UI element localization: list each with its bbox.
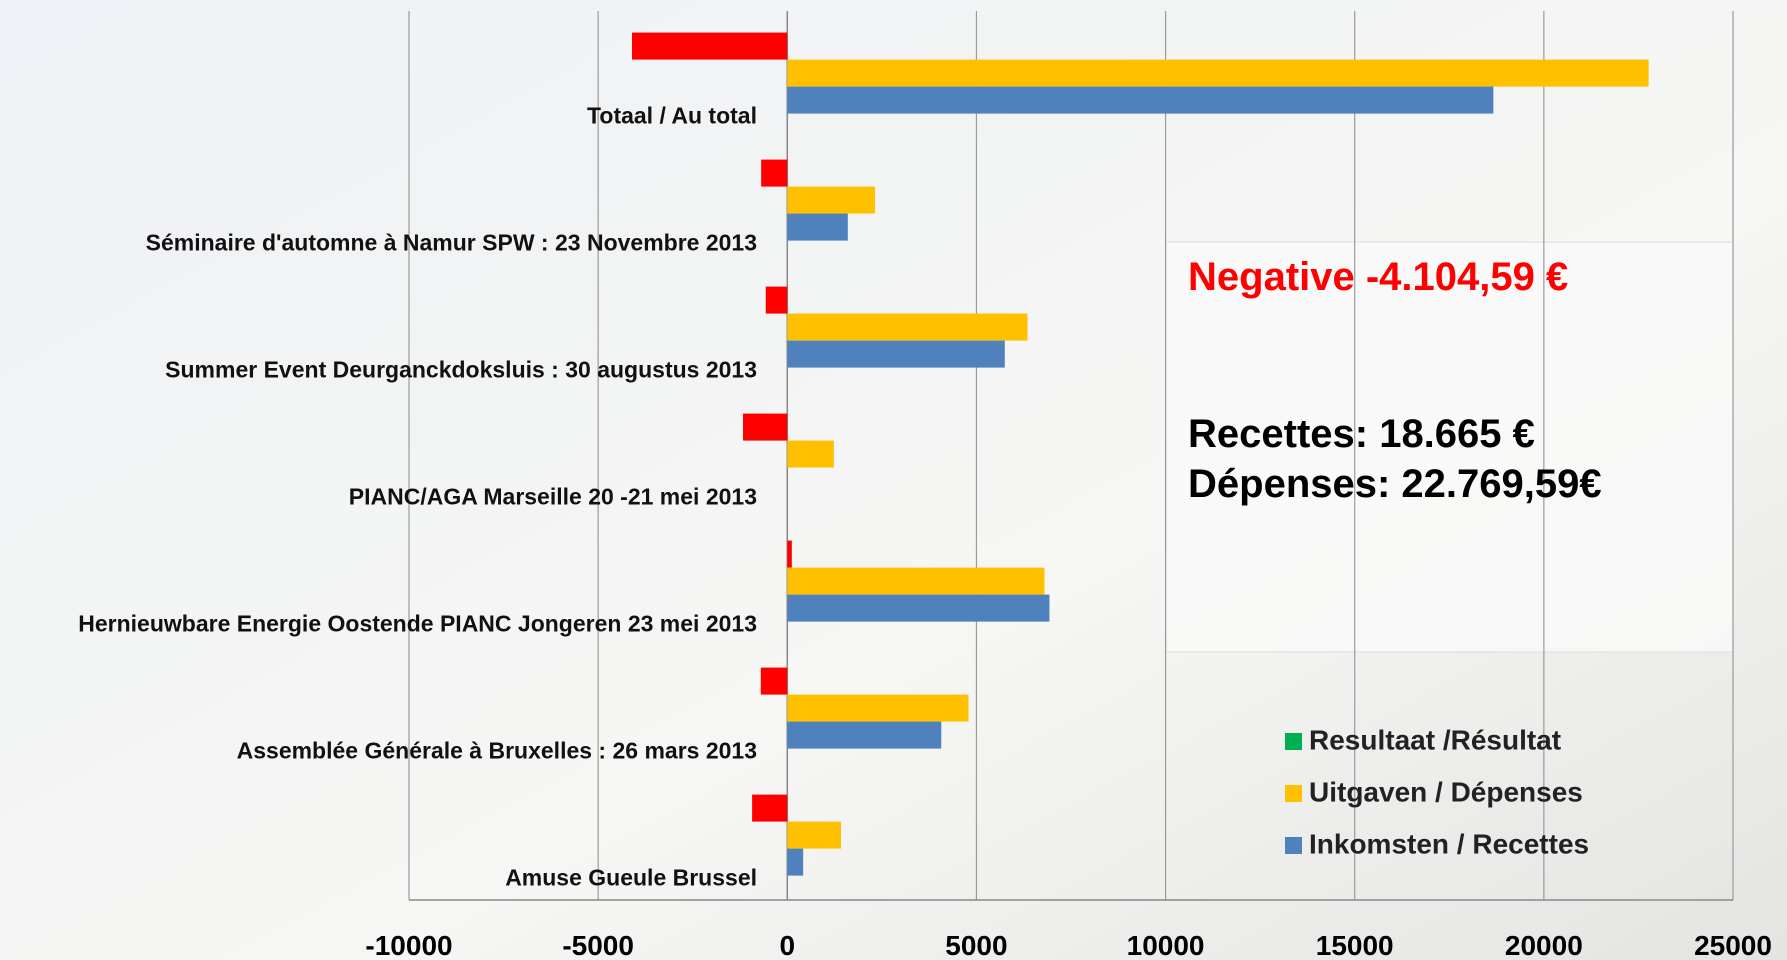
chart: -10000 -5000 0 5000 10000 15000 20000 25000 Tota… bbox=[0, 0, 1787, 960]
bar bbox=[787, 187, 875, 214]
legend-label: Uitgaven / Dépenses bbox=[1309, 776, 1583, 807]
bar bbox=[632, 33, 787, 60]
category-label: Summer Event Deurganckdoksluis : 30 augu… bbox=[165, 357, 757, 383]
legend-marker bbox=[1285, 837, 1302, 854]
annotation: Negative -4.104,59 € bbox=[1188, 255, 1568, 299]
bar bbox=[787, 314, 1027, 341]
bar bbox=[761, 668, 787, 695]
x-tick-label: 25000 bbox=[1694, 930, 1772, 960]
bar bbox=[787, 341, 1005, 368]
category-label: Assemblée Générale à Bruxelles : 26 mars… bbox=[237, 738, 757, 764]
legend-label: Inkomsten / Recettes bbox=[1309, 828, 1589, 859]
x-tick-label: 20000 bbox=[1505, 930, 1583, 960]
bar bbox=[766, 287, 788, 314]
bar bbox=[787, 822, 841, 849]
category-label: Séminaire d'automne à Namur SPW : 23 Nov… bbox=[146, 230, 757, 256]
bar bbox=[787, 214, 848, 241]
bar bbox=[787, 87, 1493, 114]
bar bbox=[787, 722, 941, 749]
bar bbox=[787, 441, 834, 468]
category-label: Totaal / Au total bbox=[587, 103, 757, 129]
x-tick-label: -10000 bbox=[365, 930, 452, 960]
annotation: Recettes: 18.665 € bbox=[1188, 412, 1535, 456]
bar bbox=[787, 541, 792, 568]
bar bbox=[761, 160, 787, 187]
legend-marker bbox=[1285, 733, 1302, 750]
bar bbox=[787, 595, 1049, 622]
legend-label: Resultaat /Résultat bbox=[1309, 724, 1561, 755]
x-tick-label: 10000 bbox=[1127, 930, 1205, 960]
annotation: Dépenses: 22.769,59€ bbox=[1188, 462, 1602, 506]
bar bbox=[743, 414, 787, 441]
category-label: Hernieuwbare Energie Oostende PIANC Jong… bbox=[78, 611, 757, 637]
x-tick-label: 0 bbox=[779, 930, 795, 960]
x-tick-label: -5000 bbox=[562, 930, 634, 960]
bar bbox=[752, 795, 787, 822]
x-tick-label: 15000 bbox=[1316, 930, 1394, 960]
legend-marker bbox=[1285, 785, 1302, 802]
bar bbox=[787, 60, 1648, 87]
category-label: Amuse Gueule Brussel bbox=[505, 865, 757, 891]
bar bbox=[787, 849, 803, 876]
bar bbox=[787, 695, 968, 722]
bar bbox=[787, 568, 1044, 595]
category-label: PIANC/AGA Marseille 20 -21 mei 2013 bbox=[349, 484, 757, 510]
page: {"chart_data": { "type": "hbar", "catego… bbox=[0, 0, 1787, 960]
x-tick-label: 5000 bbox=[945, 930, 1007, 960]
